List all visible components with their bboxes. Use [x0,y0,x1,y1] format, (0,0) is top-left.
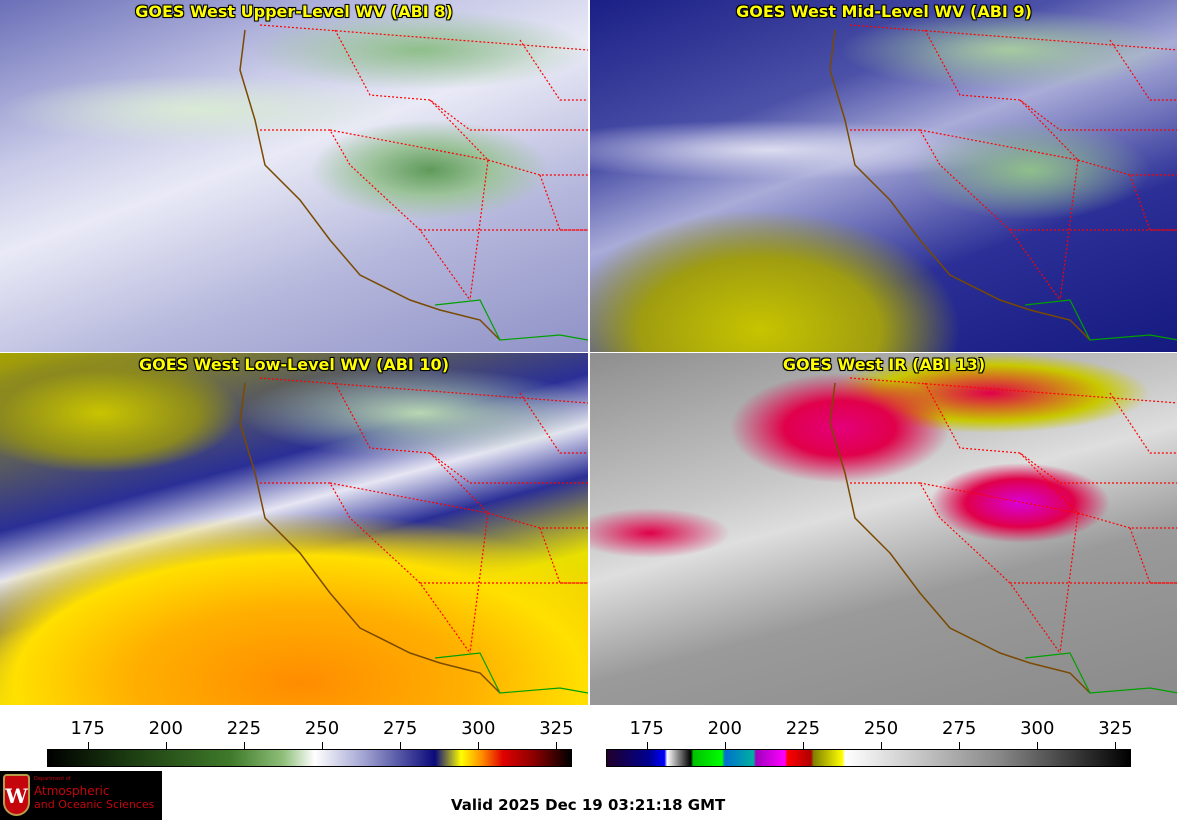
valid-time: Valid 2025 Dec 19 03:21:18 GMT [451,796,726,814]
panel-title: GOES West IR (ABI 13) [782,355,986,374]
colorbar-tick-label: 250 [863,718,899,739]
colorbar-tick [87,742,89,749]
colorbar-tick-label: 175 [70,718,105,739]
logo-line-1: Department of [34,776,71,782]
colorbar-tick [646,742,648,749]
satellite-image [590,353,1177,705]
satellite-image [0,353,588,705]
colorbar-tick [400,742,402,749]
colorbar-tick-label: 300 [1020,718,1055,739]
logo-line-2: Atmospheric [34,784,110,798]
satellite-image [0,0,588,352]
logo-line-3: and Oceanic Sciences [34,798,155,811]
colorbar-tick [478,742,480,749]
map-overlay [829,377,1177,694]
colorbar-tick [881,742,882,749]
colorbar-tick-label: 275 [941,718,977,739]
colorbar-tick-label: 225 [785,718,821,739]
panel-ir: GOES West IR (ABI 13) [590,353,1177,705]
colorbar-tick [802,742,804,749]
map-overlay [239,377,588,694]
colorbar-tick [1037,742,1039,749]
panel-mid-level-wv: GOES West Mid-Level WV (ABI 9) [590,0,1177,352]
colorbar-tick [243,742,245,749]
colorbar-tick [165,742,167,749]
colorbar-tick-label: 275 [382,718,418,739]
satellite-image [590,0,1177,352]
map-overlay [239,24,588,341]
colorbar-tick [1115,742,1117,749]
colorbar-tick [556,742,558,749]
colorbar-tick-label: 250 [304,718,340,739]
colorbar-tick-label: 200 [148,718,183,739]
colorbar-tick [959,742,961,749]
colorbar-tick-label: 175 [629,718,664,739]
colorbar-tick [724,742,726,749]
aos-logo: W Department of Atmospheric and Oceanic … [0,771,162,820]
wv-colorbar [47,749,572,767]
panel-title: GOES West Low-Level WV (ABI 10) [138,355,449,374]
panel-upper-level-wv: GOES West Upper-Level WV (ABI 8) [0,0,588,352]
colorbar-tick-label: 200 [707,718,742,739]
colorbar-tick-label: 325 [1098,718,1133,739]
colorbar-tick-label: 300 [461,718,496,739]
colorbar-tick-label: 225 [226,718,262,739]
ir-colorbar [606,749,1131,767]
panel-title: GOES West Upper-Level WV (ABI 8) [135,2,453,21]
colorbar-tick [322,742,323,749]
panel-title: GOES West Mid-Level WV (ABI 9) [736,2,1032,21]
panel-low-level-wv: GOES West Low-Level WV (ABI 10) [0,353,588,705]
map-overlay [829,24,1177,341]
uw-crest-icon: W [3,774,30,816]
colorbar-tick-label: 325 [539,718,574,739]
